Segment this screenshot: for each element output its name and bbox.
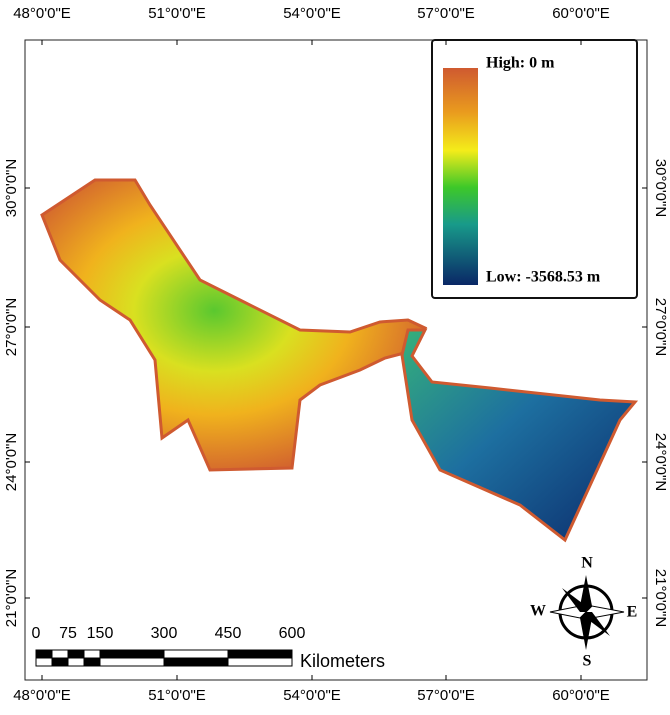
compass-n: N: [581, 555, 593, 572]
scale-unit: Kilometers: [300, 651, 385, 671]
longitude-label-top: 54°0'0"E: [283, 5, 341, 22]
latitude-label-left: 30°0'0"N: [3, 159, 20, 217]
scale-segment: [99, 657, 165, 667]
compass-point: [580, 612, 592, 650]
longitude-label-bottom: 48°0'0"E: [13, 687, 71, 704]
longitude-label-bottom: 51°0'0"E: [148, 687, 206, 704]
latitude-label-right: 30°0'0"N: [652, 159, 669, 217]
gulf-of-oman: [400, 328, 639, 543]
longitude-label-top: 48°0'0"E: [13, 5, 71, 22]
latitude-label-left: 24°0'0"N: [3, 433, 20, 491]
longitude-label-top: 60°0'0"E: [552, 5, 610, 22]
compass-point: [562, 588, 586, 612]
scale-segment: [99, 649, 165, 659]
scale-label: 600: [279, 625, 306, 642]
longitude-label-bottom: 54°0'0"E: [283, 687, 341, 704]
compass-e: E: [627, 604, 638, 621]
compass-w: W: [530, 603, 546, 620]
legend: High: 0 m Low: -3568.53 m: [431, 39, 638, 299]
longitude-label-bottom: 60°0'0"E: [552, 687, 610, 704]
scale-label: 75: [59, 625, 77, 642]
longitude-label-top: 57°0'0"E: [417, 5, 475, 22]
scale-label: 300: [151, 625, 178, 642]
scale-segment: [83, 657, 101, 667]
scale-label: 150: [87, 625, 114, 642]
color-ramp: [443, 68, 478, 285]
scale-segment: [51, 657, 69, 667]
latitude-label-right: 24°0'0"N: [652, 433, 669, 491]
scale-segment: [83, 649, 101, 659]
scale-segment: [67, 657, 85, 667]
scale-segment: [163, 649, 229, 659]
latitude-label-right: 21°0'0"N: [652, 569, 669, 627]
compass: N S W E: [530, 555, 637, 670]
latitude-label-left: 27°0'0"N: [3, 298, 20, 356]
latitude-label-right: 27°0'0"N: [652, 298, 669, 356]
persian-gulf: [40, 178, 428, 472]
compass-point: [586, 612, 610, 636]
compass-point: [580, 575, 592, 612]
legend-low: Low: -3568.53 m: [486, 269, 601, 286]
scale-label: 450: [215, 625, 242, 642]
scale-segment: [35, 649, 53, 659]
latitude-label-left: 21°0'0"N: [3, 569, 20, 627]
scale-segment: [227, 649, 293, 659]
scale-segment: [67, 649, 85, 659]
scale-bar: Kilometers 0 75 150 300 450 600: [32, 625, 385, 671]
longitude-label-top: 51°0'0"E: [148, 5, 206, 22]
scale-segment: [163, 657, 229, 667]
scale-label: 0: [32, 625, 41, 642]
scale-segment: [51, 649, 69, 659]
longitude-label-bottom: 57°0'0"E: [417, 687, 475, 704]
compass-s: S: [583, 653, 592, 670]
legend-high: High: 0 m: [486, 55, 555, 72]
legend-box: [431, 39, 638, 299]
scale-segment: [227, 657, 293, 667]
scale-segment: [35, 657, 53, 667]
